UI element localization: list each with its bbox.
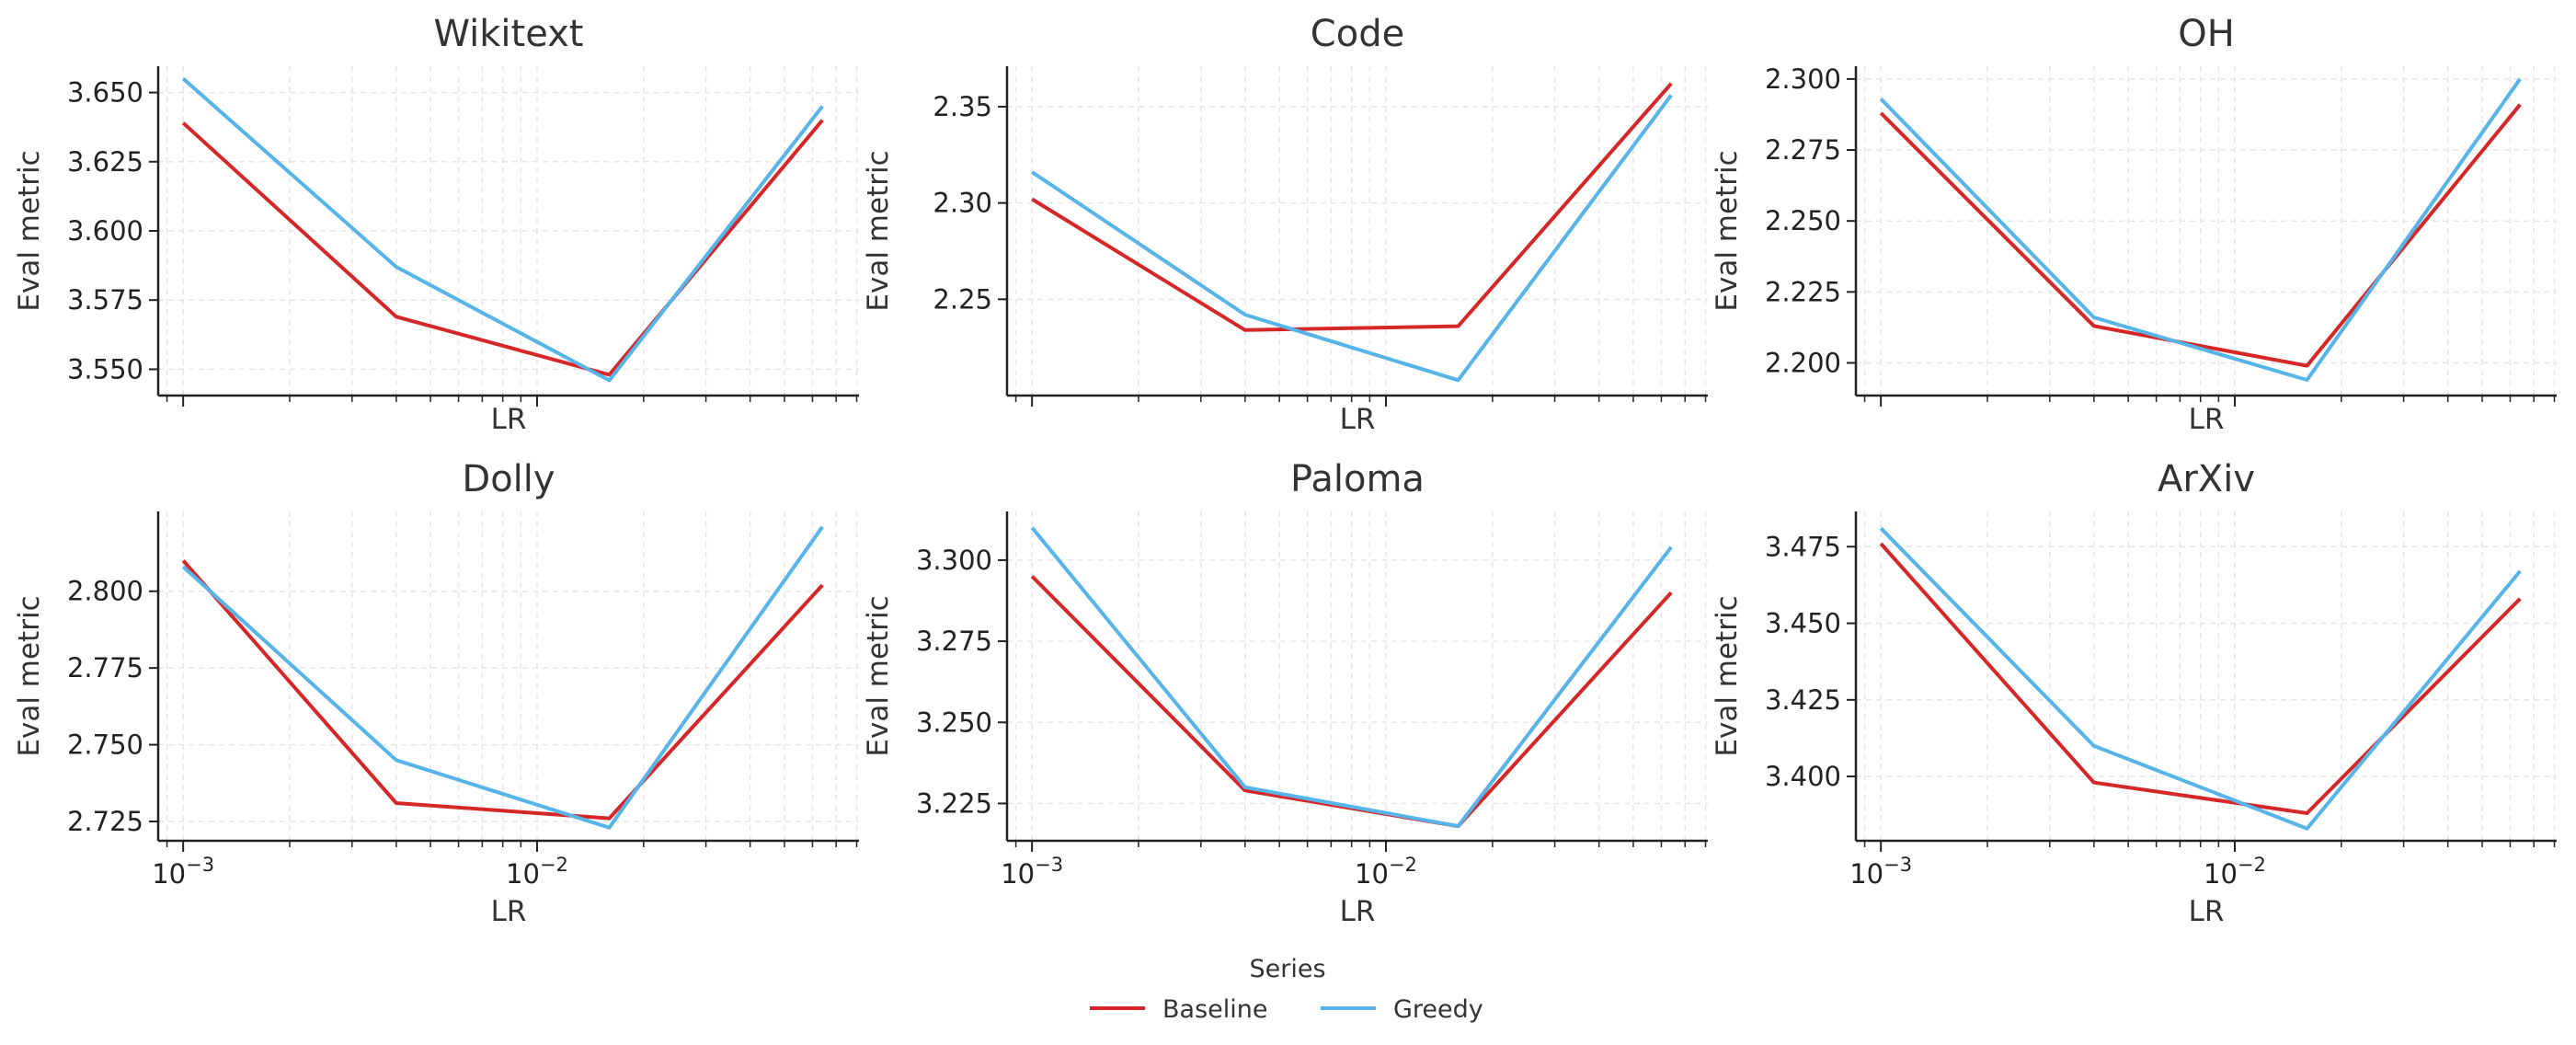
series-line-baseline bbox=[1879, 103, 2522, 368]
chart-title: OH bbox=[2178, 13, 2235, 55]
y-axis-label: Eval metric bbox=[1711, 150, 1744, 311]
chart-title: Code bbox=[1311, 13, 1404, 55]
x-axis-label: LR bbox=[1340, 403, 1376, 436]
x-axis-label: LR bbox=[2189, 403, 2225, 436]
y-tick-label: 2.30 bbox=[933, 188, 992, 219]
x-tick-label: 10−3 bbox=[1849, 854, 1912, 890]
series-line-baseline bbox=[1031, 82, 1673, 332]
y-tick-label: 2.750 bbox=[67, 729, 143, 761]
y-tick-label: 2.250 bbox=[1765, 205, 1841, 236]
x-axis-label: LR bbox=[491, 895, 527, 928]
y-tick-label: 3.575 bbox=[67, 284, 143, 316]
y-axis-label: Eval metric bbox=[13, 150, 46, 311]
y-tick-label: 3.625 bbox=[67, 146, 143, 178]
y-tick-label: 2.775 bbox=[67, 652, 143, 683]
series-line-greedy bbox=[1879, 526, 2522, 831]
series-line-baseline bbox=[1879, 542, 2522, 815]
chart-panel-oh: 2.200 2.225 2.250 2.275 2.300 OH LR Eval metric bbox=[1711, 13, 2557, 436]
legend-item-greedy: Greedy bbox=[1321, 995, 1483, 1024]
y-tick-label: 3.225 bbox=[916, 787, 992, 819]
y-tick-label: 3.600 bbox=[67, 215, 143, 247]
series-line-greedy bbox=[181, 77, 824, 383]
y-axis-label: Eval metric bbox=[862, 150, 895, 311]
chart-panel-paloma: 3.225 3.250 3.275 3.300 10−3 10−2 Paloma LR Eval… bbox=[862, 458, 1708, 928]
chart-panel-arxiv: 3.400 3.425 3.450 3.475 10−3 10−2 ArXiv LR Eval … bbox=[1711, 458, 2557, 928]
x-axis-label: LR bbox=[2189, 895, 2225, 928]
y-axis-label: Eval metric bbox=[1711, 595, 1744, 756]
chart-panel-dolly: 2.725 2.750 2.775 2.800 10−3 10−2 Dolly LR Eval … bbox=[13, 458, 859, 928]
x-tick-label: 10−3 bbox=[152, 854, 214, 890]
y-tick-label: 3.250 bbox=[916, 706, 992, 738]
series-line-greedy bbox=[1879, 77, 2522, 382]
series-line-greedy bbox=[1031, 94, 1673, 383]
y-tick-label: 2.200 bbox=[1765, 348, 1841, 379]
y-tick-label: 2.300 bbox=[1765, 63, 1841, 95]
x-tick-label: 10−2 bbox=[1355, 854, 1417, 890]
series-line-baseline bbox=[181, 559, 824, 821]
x-tick-label: 10−2 bbox=[506, 854, 568, 890]
y-tick-label: 2.800 bbox=[67, 576, 143, 607]
series-line-greedy bbox=[181, 525, 824, 830]
x-axis-label: LR bbox=[1340, 895, 1376, 928]
chart-panel-code: 2.25 2.30 2.35 Code LR Eval metric bbox=[862, 13, 1708, 436]
x-axis-label: LR bbox=[491, 403, 527, 436]
legend-title: Series bbox=[1249, 955, 1325, 983]
chart-title: Paloma bbox=[1290, 458, 1425, 500]
series-line-baseline bbox=[181, 119, 824, 377]
y-tick-label: 3.300 bbox=[916, 545, 992, 576]
chart-title: Dolly bbox=[462, 458, 555, 500]
chart-title: Wikitext bbox=[433, 13, 583, 55]
x-tick-label: 10−3 bbox=[1001, 854, 1063, 890]
y-tick-label: 2.725 bbox=[67, 806, 143, 837]
y-axis-label: Eval metric bbox=[862, 595, 895, 756]
x-tick-label: 10−2 bbox=[2204, 854, 2266, 890]
y-tick-label: 3.550 bbox=[67, 353, 143, 385]
chart-panel-wikitext: 3.550 3.575 3.600 3.625 3.650 Wikitext LR Eval … bbox=[13, 13, 859, 436]
y-tick-label: 3.275 bbox=[916, 626, 992, 657]
legend-item-baseline: Baseline bbox=[1090, 995, 1267, 1024]
y-tick-label: 2.275 bbox=[1765, 134, 1841, 166]
y-tick-label: 2.35 bbox=[933, 91, 992, 122]
legend: Series Baseline Greedy bbox=[1090, 955, 1483, 1024]
y-tick-label: 3.400 bbox=[1765, 761, 1841, 792]
y-tick-label: 3.450 bbox=[1765, 608, 1841, 639]
legend-label-greedy: Greedy bbox=[1393, 995, 1483, 1024]
chart-panels: 3.550 3.575 3.600 3.625 3.650 Wikitext LR Eval … bbox=[13, 13, 2557, 928]
chart-title: ArXiv bbox=[2158, 458, 2255, 500]
y-axis-label: Eval metric bbox=[13, 595, 46, 756]
y-tick-label: 2.25 bbox=[933, 283, 992, 315]
legend-label-baseline: Baseline bbox=[1162, 995, 1267, 1024]
y-tick-label: 3.650 bbox=[67, 77, 143, 109]
y-tick-label: 2.225 bbox=[1765, 276, 1841, 307]
y-tick-label: 3.425 bbox=[1765, 684, 1841, 716]
y-tick-label: 3.475 bbox=[1765, 531, 1841, 562]
series-line-greedy bbox=[1030, 526, 1673, 829]
